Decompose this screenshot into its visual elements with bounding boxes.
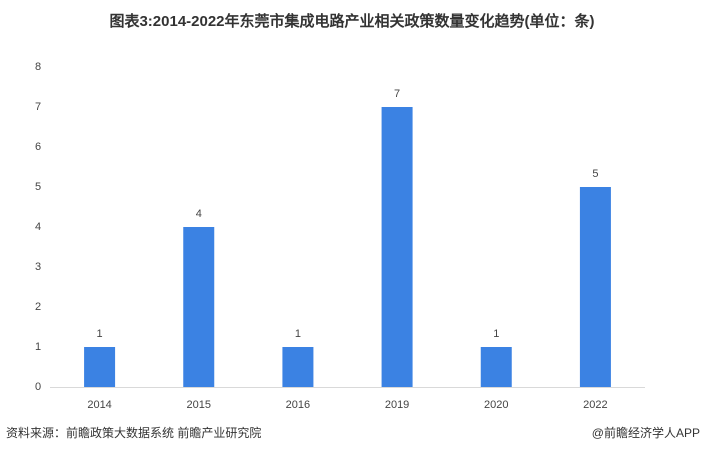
x-tick-label: 2022 <box>583 399 607 411</box>
x-tick-label: 2014 <box>87 399 111 411</box>
bar <box>282 347 314 387</box>
y-tick-label: 5 <box>35 181 41 193</box>
y-tick-label: 6 <box>35 141 41 153</box>
bar <box>480 347 512 387</box>
bar <box>579 187 611 387</box>
x-tick-label: 2020 <box>484 399 508 411</box>
x-tick-label: 2015 <box>187 399 211 411</box>
bar <box>183 227 215 387</box>
chart-title: 图表3:2014-2022年东莞市集成电路产业相关政策数量变化趋势(单位：条) <box>109 12 594 30</box>
y-tick-label: 7 <box>35 101 41 113</box>
y-tick-label: 2 <box>35 301 41 313</box>
credit: @前瞻经济学人APP <box>592 425 700 440</box>
y-tick-label: 4 <box>35 221 41 233</box>
data-label: 1 <box>295 328 301 340</box>
data-label: 1 <box>493 328 499 340</box>
y-tick-label: 3 <box>35 261 41 273</box>
x-tick-label: 2016 <box>286 399 310 411</box>
y-tick-label: 8 <box>35 61 41 73</box>
data-label: 7 <box>394 88 400 100</box>
bar <box>84 347 116 387</box>
source-note: 资料来源：前瞻政策大数据系统 前瞻产业研究院 <box>6 425 261 440</box>
y-tick-label: 0 <box>35 381 41 393</box>
bar <box>381 107 413 387</box>
data-label: 5 <box>592 168 598 180</box>
data-label: 4 <box>196 208 202 220</box>
data-label: 1 <box>97 328 103 340</box>
y-tick-label: 1 <box>35 341 41 353</box>
x-tick-label: 2019 <box>385 399 409 411</box>
